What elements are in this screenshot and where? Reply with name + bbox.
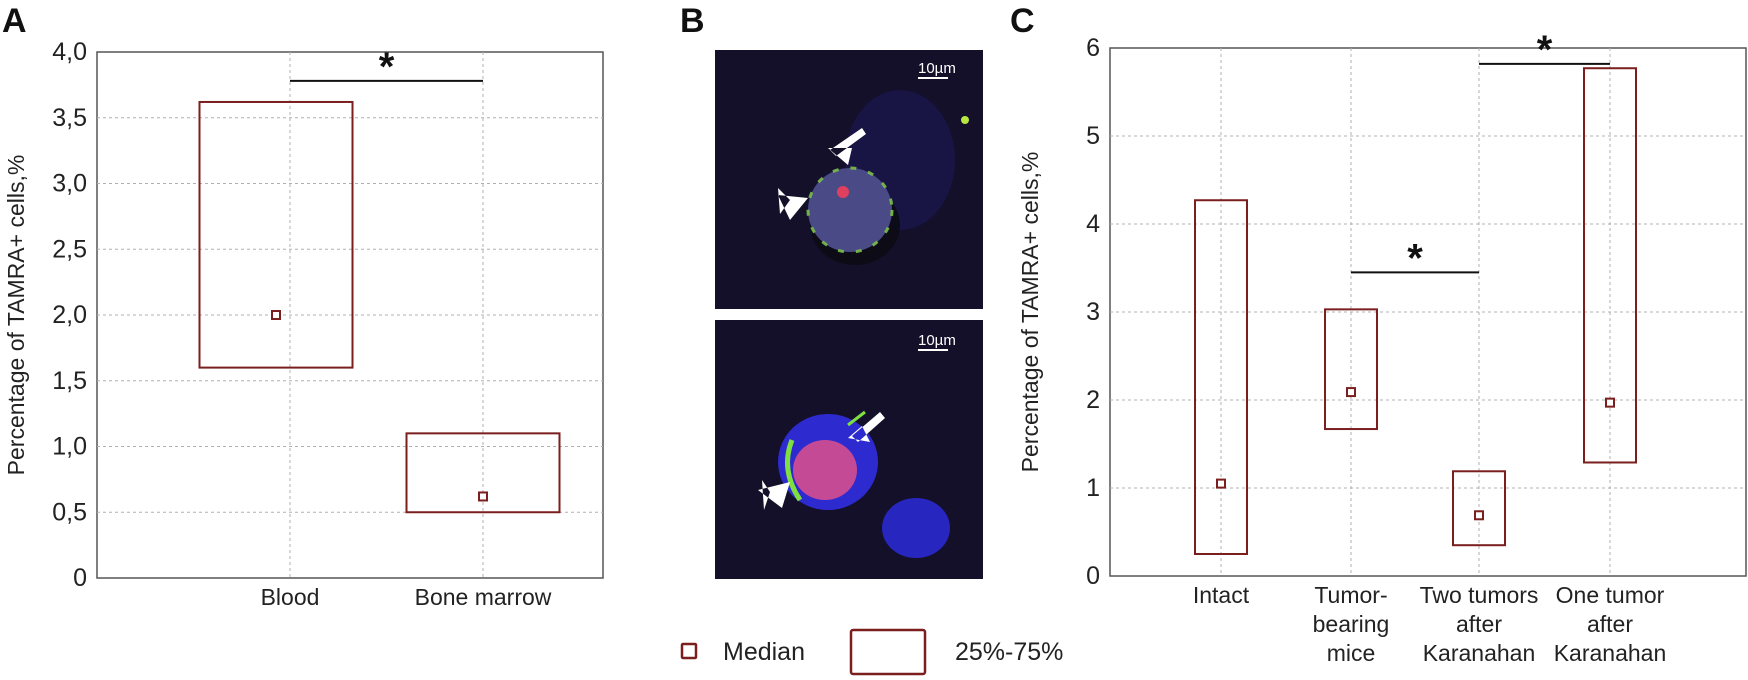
significance-star: * (379, 45, 395, 89)
y-tick-label: 2 (1086, 386, 1100, 414)
panel-label-b: B (680, 2, 705, 40)
green-spot (961, 116, 969, 124)
y-ticks-a: 0 0,5 1,0 1,5 2,0 2,5 3,0 3,5 4,0 (52, 38, 87, 592)
scale-bar-label-bottom: 10µm (918, 332, 956, 349)
micrograph-top: 10µm (715, 50, 983, 309)
y-tick-label: 0,5 (52, 498, 87, 526)
legend: Median 25%-75% (680, 628, 1063, 676)
x-category-label: One tumor after Karanahan (1554, 582, 1667, 666)
arrow-icon (848, 412, 885, 442)
significance-c: ** (1351, 28, 1610, 280)
tamra-signal (837, 186, 849, 198)
x-categories-a: Blood Bone marrow (261, 584, 552, 610)
iqr-box (405, 432, 561, 514)
panel-label-a: A (2, 2, 27, 40)
grid-c (1110, 48, 1746, 576)
y-tick-label: 5 (1086, 122, 1100, 150)
scale-bar-label-top: 10µm (918, 60, 956, 77)
median-marker (478, 491, 488, 502)
median-marker (271, 310, 281, 320)
legend-median-symbol (680, 642, 698, 660)
arrowhead-icon (758, 480, 790, 510)
x-category-label: Two tumors after Karanahan (1420, 582, 1539, 666)
boxes-a (198, 100, 561, 514)
y-tick-label: 6 (1086, 34, 1100, 62)
legend-range-symbol (849, 628, 927, 676)
chart-a: 0 0,5 1,0 1,5 2,0 2,5 3,0 3,5 4,0 Blood Bone marr… (3, 38, 604, 610)
cell-membrane (806, 166, 894, 254)
y-tick-label: 2,0 (52, 301, 87, 329)
tamra-region (793, 440, 857, 500)
y-tick-label: 1,0 (52, 433, 87, 461)
y-tick-label: 2,5 (52, 235, 87, 263)
background-nucleus (882, 498, 950, 558)
median-marker (1474, 510, 1484, 521)
median-marker (1605, 397, 1615, 408)
y-axis-label-c: Percentage of TAMRA+ cells,% (1017, 152, 1043, 473)
median-marker (1216, 478, 1226, 489)
arrowhead-icon (778, 188, 808, 220)
significance-a: * (290, 45, 483, 89)
iqr-box (1324, 308, 1378, 431)
x-category-label: Bone marrow (415, 584, 552, 610)
boxes-c (1194, 67, 1637, 556)
panel-label-c: C (1010, 2, 1035, 40)
x-category-label: Blood (261, 584, 320, 610)
x-category-label: Intact (1193, 582, 1250, 608)
x-categories-c: Intact Tumor-bearing mice Two tumors after Ka… (1193, 582, 1666, 666)
y-ticks-c: 0 1 2 3 4 5 6 (1086, 34, 1100, 590)
green-membrane (785, 439, 803, 502)
legend-range-label: 25%-75% (955, 638, 1063, 666)
arrow-icon (828, 128, 866, 165)
significance-star: * (1407, 236, 1423, 280)
x-category-label: Tumor-bearing mice (1313, 582, 1390, 666)
y-tick-label: 4 (1086, 210, 1100, 238)
y-tick-label: 1,5 (52, 367, 87, 395)
green-membrane-top (847, 410, 866, 427)
y-tick-label: 3 (1086, 298, 1100, 326)
chart-c: 0 1 2 3 4 5 6 Intact Tumor-bearing mice Two tumor… (1017, 28, 1747, 666)
grid-a (97, 52, 603, 578)
iqr-box (198, 100, 354, 369)
iqr-box (1583, 67, 1637, 464)
y-tick-label: 0 (1086, 562, 1100, 590)
y-tick-label: 3,0 (52, 170, 87, 198)
y-tick-label: 1 (1086, 474, 1100, 502)
y-tick-label: 3,5 (52, 104, 87, 132)
micrograph-bottom: 10µm (715, 320, 983, 579)
median-marker (1346, 387, 1356, 398)
significance-star: * (1537, 28, 1553, 72)
iqr-box (1452, 470, 1506, 547)
y-tick-label: 4,0 (52, 38, 87, 66)
iqr-box (1194, 199, 1248, 556)
y-axis-label-a: Percentage of TAMRA+ cells,% (3, 155, 29, 476)
legend-median-label: Median (723, 638, 805, 666)
cell-nucleus (808, 168, 892, 252)
y-tick-label: 0 (73, 564, 87, 592)
